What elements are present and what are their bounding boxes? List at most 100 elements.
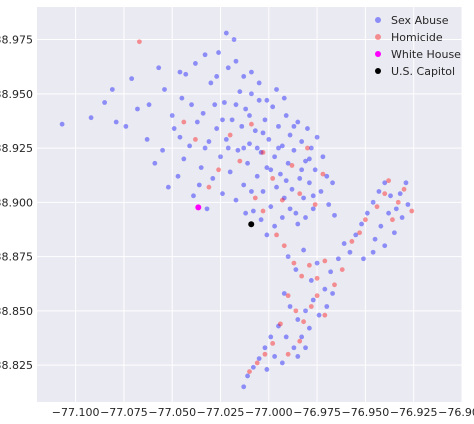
sex-abuse-point (303, 345, 308, 351)
data-points (59, 30, 415, 390)
sex-abuse-point (372, 236, 378, 242)
homicide-point (314, 275, 320, 281)
sex-abuse-point (245, 160, 250, 166)
sex-abuse-point (229, 117, 235, 123)
sex-abuse-point (388, 193, 393, 199)
homicide-point (279, 197, 285, 203)
sex-abuse-point (299, 334, 305, 340)
sex-abuse-point (335, 256, 341, 262)
homicide-point (349, 238, 355, 244)
sex-abuse-point (171, 126, 177, 131)
sex-abuse-point (194, 119, 200, 125)
sex-abuse-point (102, 100, 108, 105)
homicide-point (193, 136, 198, 142)
homicide-point (289, 163, 295, 168)
sex-abuse-point (303, 308, 308, 314)
legend-label-homicide: Homicide (391, 31, 443, 44)
sex-abuse-point (310, 206, 316, 212)
sex-abuse-point (109, 87, 115, 92)
sex-abuse-point (220, 117, 225, 123)
homicide-point (332, 282, 337, 288)
homicide-point (297, 338, 303, 344)
sex-abuse-point (293, 210, 299, 216)
sex-abuse-point (283, 113, 289, 118)
homicide-point (281, 243, 287, 249)
x-tick-label: −76.950 (342, 406, 390, 419)
sex-abuse-point (243, 106, 249, 112)
sex-abuse-point (113, 119, 119, 125)
sex-abuse-point (310, 297, 316, 303)
homicide-point (278, 321, 283, 327)
sex-abuse-point (268, 167, 274, 173)
sex-abuse-point (386, 210, 391, 216)
sex-abuse-point (204, 206, 210, 212)
sex-abuse-point (175, 173, 181, 179)
homicide-point (249, 121, 254, 127)
sex-abuse-point (330, 180, 335, 186)
homicide-point (312, 202, 318, 207)
sex-abuse-point (314, 260, 320, 266)
sex-abuse-point (264, 165, 270, 171)
sex-abuse-point (214, 126, 220, 131)
sex-abuse-point (403, 180, 409, 186)
sex-abuse-point (295, 354, 301, 359)
sex-abuse-point (249, 91, 254, 97)
y-tick-label: 38.825 (0, 359, 33, 372)
legend-marker-u-s-capitol (375, 68, 381, 74)
sex-abuse-point (225, 65, 231, 71)
sex-abuse-point (237, 89, 243, 95)
sex-abuse-point (320, 154, 326, 160)
sex-abuse-point (295, 119, 301, 125)
sex-abuse-point (162, 87, 167, 92)
homicide-point (247, 369, 252, 375)
x-tick-label: −76.900 (438, 406, 474, 419)
sex-abuse-point (276, 323, 281, 329)
sex-abuse-point (88, 115, 94, 121)
sex-abuse-point (152, 160, 158, 166)
sex-abuse-point (270, 104, 276, 110)
sex-abuse-point (285, 254, 291, 259)
sex-abuse-point (308, 145, 314, 151)
sex-abuse-point (200, 110, 206, 116)
sex-abuse-point (279, 360, 285, 366)
x-tick-label: −77.100 (52, 406, 100, 419)
x-tick-label: −76.925 (390, 406, 438, 419)
sex-abuse-point (177, 69, 183, 75)
sex-abuse-point (146, 102, 152, 108)
sex-abuse-point (279, 215, 285, 220)
sex-abuse-point (361, 256, 366, 262)
homicide-point (285, 351, 291, 357)
homicide-point (390, 217, 395, 223)
sex-abuse-point (274, 87, 279, 92)
y-tick-label: 38.900 (0, 196, 33, 209)
sex-abuse-point (196, 182, 202, 188)
sex-abuse-point (310, 193, 316, 199)
sex-abuse-point (233, 58, 239, 64)
sex-abuse-point (198, 165, 204, 171)
homicide-point (274, 232, 279, 238)
homicide-point (260, 150, 266, 155)
homicide-point (308, 304, 314, 309)
sex-abuse-point (316, 312, 322, 318)
sex-abuse-point (123, 123, 129, 129)
y-tick-label: 38.975 (0, 34, 33, 47)
homicide-point (293, 308, 299, 314)
homicide-point (314, 293, 320, 299)
sex-abuse-point (283, 334, 289, 340)
sex-abuse-point (193, 61, 198, 66)
sex-abuse-point (206, 139, 212, 144)
sex-abuse-point (299, 167, 305, 173)
sex-abuse-point (283, 178, 289, 184)
sex-abuse-point (378, 223, 384, 229)
homicide-point (357, 230, 363, 236)
sex-abuse-point (262, 117, 268, 123)
sex-abuse-point (276, 145, 281, 151)
legend-marker-sex-abuse (375, 17, 381, 23)
sex-abuse-point (274, 184, 279, 190)
sex-abuse-point (314, 134, 320, 140)
sex-abuse-point (249, 189, 254, 194)
x-tick-label: −76.975 (293, 406, 341, 419)
sex-abuse-point (318, 189, 324, 194)
grid-lines (37, 7, 463, 402)
sex-abuse-point (324, 304, 330, 309)
